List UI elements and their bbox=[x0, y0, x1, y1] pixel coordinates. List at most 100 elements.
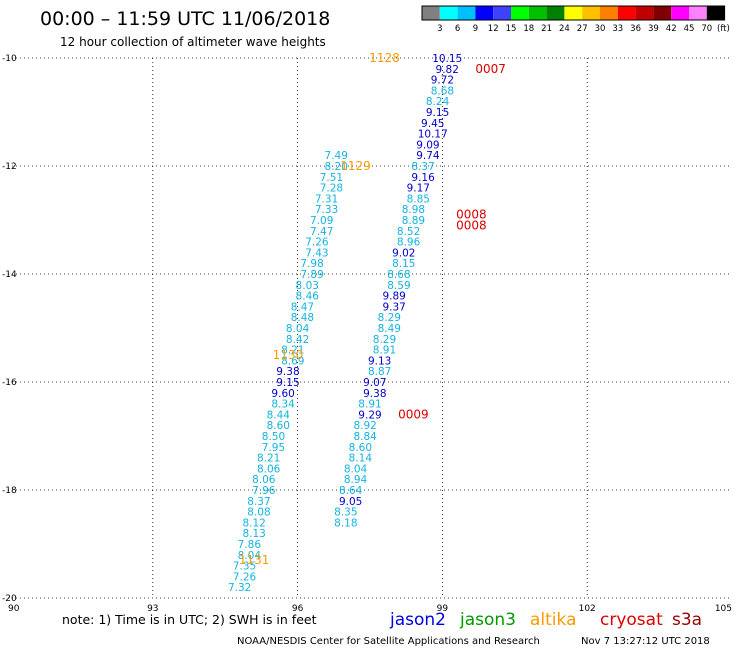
wave-height-label: 8.14 bbox=[349, 453, 373, 465]
colorbar-tick-label: 39 bbox=[648, 24, 659, 34]
colorbar-swatch bbox=[689, 6, 707, 20]
wave-height-label: 8.92 bbox=[353, 420, 376, 432]
wave-height-label: 9.45 bbox=[421, 118, 444, 130]
wave-height-label: 9.72 bbox=[431, 75, 454, 87]
wave-height-label: 8.04 bbox=[286, 323, 310, 335]
colorbar-swatch bbox=[617, 6, 636, 20]
wave-height-label: 8.44 bbox=[267, 409, 291, 421]
colorbar-tick-label: 24 bbox=[559, 24, 570, 34]
wave-height-label: 8.06 bbox=[257, 463, 281, 475]
satellite-legend-cryosat: cryosat bbox=[600, 610, 663, 630]
footer-timestamp: Nov 7 13:27:12 UTC 2018 bbox=[581, 636, 710, 647]
wave-height-label: 8.04 bbox=[344, 463, 368, 475]
time-label: 1128 bbox=[369, 51, 400, 65]
wave-height-label: 8.29 bbox=[373, 334, 396, 346]
wave-height-label: 9.16 bbox=[411, 172, 435, 184]
wave-height-label: 7.35 bbox=[233, 561, 256, 573]
satellite-legend-altika: altika bbox=[530, 610, 577, 630]
x-tick-label: 102 bbox=[579, 604, 596, 614]
satellite-legend-s3a: s3a bbox=[672, 610, 702, 630]
wave-height-label: 7.47 bbox=[310, 226, 333, 238]
x-tick-label: 96 bbox=[292, 604, 304, 614]
y-tick-label: -12 bbox=[2, 162, 17, 172]
x-tick-label: 99 bbox=[437, 604, 449, 614]
colorbar-tick-label: 21 bbox=[541, 24, 552, 34]
page-title: 00:00 – 11:59 UTC 11/06/2018 bbox=[40, 8, 330, 30]
wave-height-label: 7.09 bbox=[310, 215, 333, 227]
colorbar-tick-label: 18 bbox=[523, 24, 534, 34]
colorbar-swatch bbox=[671, 6, 689, 20]
satellite-legend-jason3: jason3 bbox=[459, 610, 516, 630]
colorbar-tick-label: 3 bbox=[437, 24, 442, 34]
wave-height-label: 8.20 bbox=[325, 161, 348, 173]
y-tick-label: -20 bbox=[2, 594, 17, 604]
y-tick-label: -18 bbox=[2, 486, 17, 496]
wave-height-label: 8.12 bbox=[242, 517, 265, 529]
footer-note: note: 1) Time is in UTC; 2) SWH is in fe… bbox=[62, 612, 317, 627]
colorbar-unit: (ft) bbox=[717, 24, 730, 34]
wave-height-label: 7.26 bbox=[233, 571, 257, 583]
wave-height-label: 7.98 bbox=[300, 258, 323, 270]
wave-height-label: 8.15 bbox=[392, 258, 415, 270]
colorbar-swatch bbox=[475, 6, 494, 20]
colorbar-tick-label: 9 bbox=[473, 24, 478, 34]
wave-height-label: 7.43 bbox=[305, 247, 328, 259]
wave-height-label: 8.84 bbox=[353, 431, 377, 443]
wave-height-label: 9.17 bbox=[407, 183, 430, 195]
colorbar-swatch bbox=[546, 6, 565, 20]
wave-height-label: 8.24 bbox=[426, 96, 450, 108]
colorbar-swatch bbox=[457, 6, 476, 20]
colorbar-tick-label: 15 bbox=[506, 24, 517, 34]
colorbar-swatch bbox=[493, 6, 511, 20]
colorbar-tick-label: 45 bbox=[684, 24, 695, 34]
wave-height-label: 7.96 bbox=[252, 485, 276, 497]
wave-height-label: 8.49 bbox=[378, 323, 401, 335]
wave-height-label: 8.60 bbox=[267, 420, 290, 432]
wave-height-label: 8.91 bbox=[373, 345, 396, 357]
wave-height-label: 9.82 bbox=[436, 64, 459, 76]
wave-height-label: 8.13 bbox=[242, 528, 265, 540]
wave-height-label: 9.09 bbox=[416, 139, 439, 151]
colorbar-swatch bbox=[635, 6, 654, 20]
wave-height-label: 9.02 bbox=[392, 247, 415, 259]
wave-height-label: 9.07 bbox=[363, 377, 386, 389]
satellite-legend-jason2: jason2 bbox=[389, 610, 446, 630]
wave-height-label: 8.85 bbox=[407, 193, 430, 205]
y-tick-label: -16 bbox=[2, 378, 17, 388]
y-tick-label: -10 bbox=[2, 54, 17, 64]
wave-height-label: 8.03 bbox=[296, 280, 319, 292]
wave-height-label: 8.35 bbox=[334, 507, 357, 519]
wave-height-label: 8.94 bbox=[344, 474, 368, 486]
wave-height-label: 8.60 bbox=[349, 442, 372, 454]
colorbar-swatch bbox=[706, 6, 725, 20]
wave-height-label: 10.15 bbox=[432, 53, 462, 65]
time-label: 1129 bbox=[340, 159, 371, 173]
wave-height-label: 7.32 bbox=[228, 582, 251, 594]
wave-height-label: 8.37 bbox=[247, 496, 270, 508]
color-scale-legend: 3 6 9 12 15 18 21 24 27 30 33 36 39 42 45 70 bbox=[421, 5, 726, 34]
wave-height-label: 9.37 bbox=[382, 301, 405, 313]
wave-height-label: 9.38 bbox=[276, 366, 299, 378]
colorbar-swatch bbox=[653, 6, 672, 20]
wave-height-label: 8.98 bbox=[402, 204, 425, 216]
wave-height-label: 8.64 bbox=[339, 485, 363, 497]
y-tick-label: -14 bbox=[2, 270, 17, 280]
colorbar-tick-label: 70 bbox=[701, 24, 712, 34]
colorbar-tick-label: 27 bbox=[577, 24, 588, 34]
wave-height-label: 10.17 bbox=[418, 129, 448, 141]
wave-height-label: 7.33 bbox=[315, 204, 338, 216]
satellite-legend: jason2 jason3 altika cryosat s3a bbox=[389, 610, 702, 630]
wave-height-label: 8.68 bbox=[387, 269, 410, 281]
wave-height-label: 9.89 bbox=[382, 291, 405, 303]
wave-height-label: 8.69 bbox=[281, 355, 304, 367]
colorbar-swatch bbox=[582, 6, 600, 20]
page-subtitle: 12 hour collection of altimeter wave hei… bbox=[60, 35, 326, 49]
wave-height-label: 7.95 bbox=[262, 442, 285, 454]
colorbar-swatch bbox=[439, 6, 458, 20]
wave-height-label: 7.86 bbox=[238, 539, 262, 551]
wave-height-label: 8.08 bbox=[247, 507, 270, 519]
wave-height-label: 8.96 bbox=[397, 237, 421, 249]
wave-height-label: 8.52 bbox=[397, 226, 420, 238]
wave-height-label: 8.04 bbox=[238, 550, 262, 562]
